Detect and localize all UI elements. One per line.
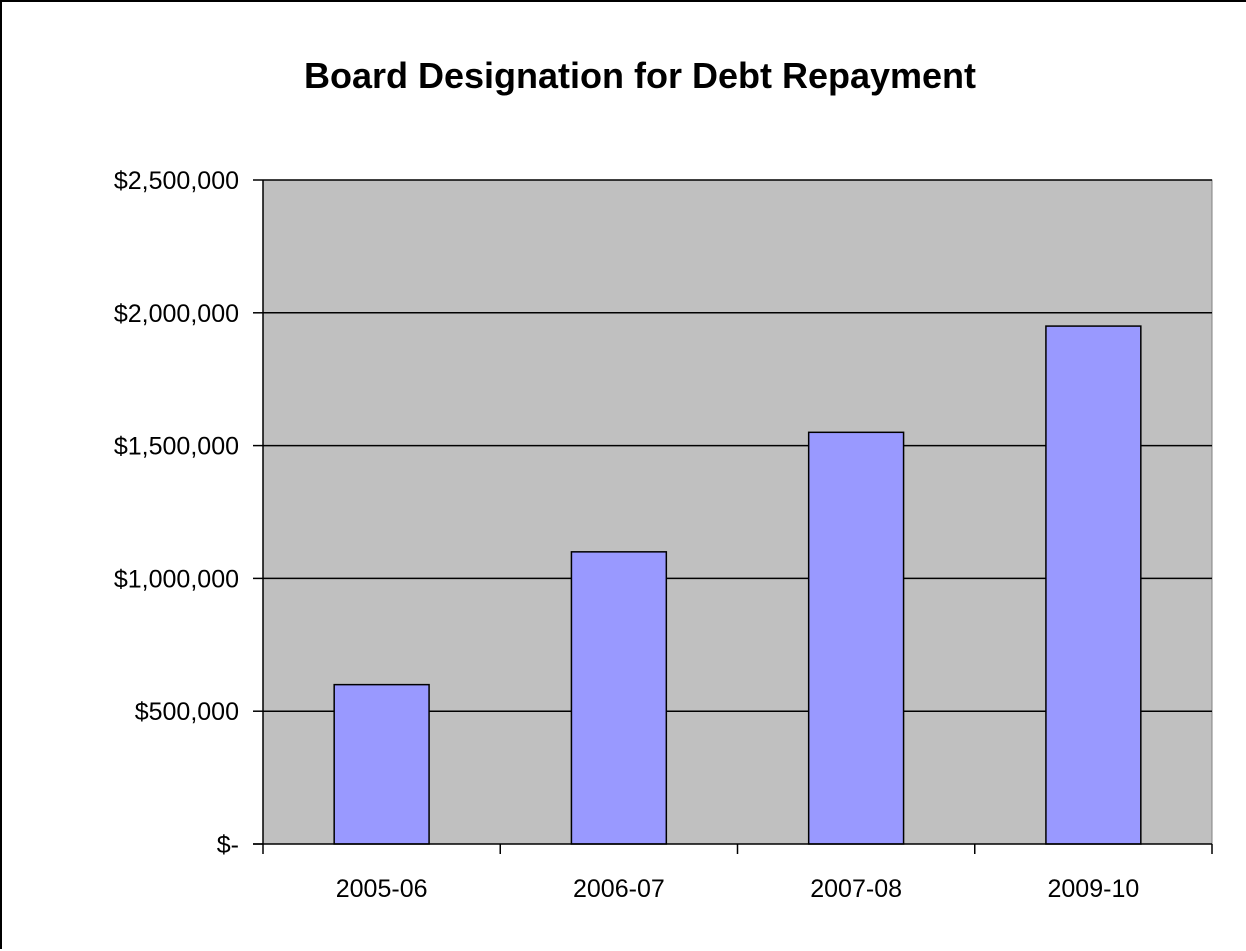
bar-2007-08 bbox=[807, 431, 905, 845]
y-tick-label: $- bbox=[217, 831, 239, 859]
y-tick-label: $500,000 bbox=[135, 698, 239, 726]
y-tick-label: $1,500,000 bbox=[114, 433, 239, 461]
x-axis-tick-labels: 2005-06 2006-07 2007-08 2009-10 bbox=[336, 875, 1140, 903]
bar-2006-07 bbox=[570, 551, 668, 845]
axes bbox=[253, 179, 1213, 854]
x-tick-label: 2005-06 bbox=[336, 875, 428, 903]
x-tick-label: 2007-08 bbox=[810, 875, 902, 903]
y-tick-label: $2,500,000 bbox=[114, 167, 239, 195]
bar-2009-10 bbox=[1045, 325, 1142, 845]
y-tick-label: $1,000,000 bbox=[114, 565, 239, 593]
x-tick-label: 2009-10 bbox=[1048, 875, 1140, 903]
bars bbox=[333, 325, 1142, 845]
y-axis-tick-labels: $- $500,000 $1,000,000 $1,500,000 $2,000,000… bbox=[114, 167, 239, 859]
chart-title: Board Designation for Debt Repayment bbox=[304, 55, 976, 96]
bar-2005-06 bbox=[333, 683, 430, 845]
x-tick-label: 2006-07 bbox=[573, 875, 665, 903]
y-tick-label: $2,000,000 bbox=[114, 300, 239, 328]
